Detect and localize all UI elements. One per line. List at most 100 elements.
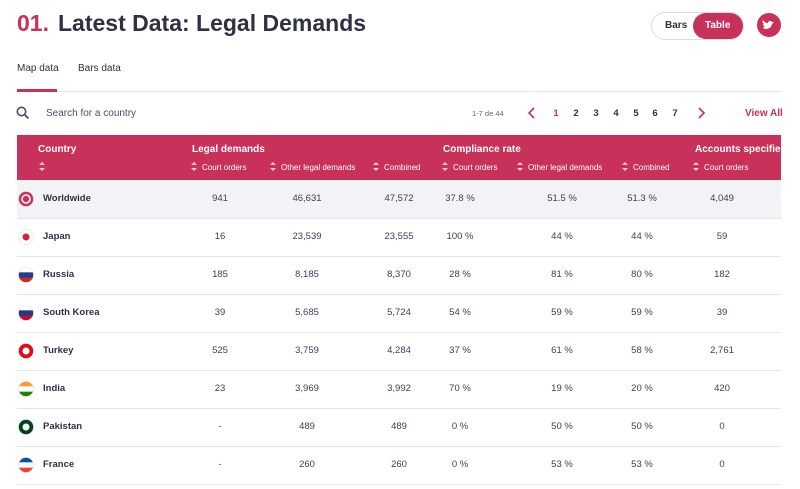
twitter-button[interactable] [757, 13, 781, 37]
table-cell: 58 % [631, 345, 653, 356]
table-cell: 46,631 [292, 193, 322, 204]
table-row[interactable]: Pakistan - 489 489 0 % 50 % 50 % 0 [17, 408, 781, 447]
country-name: Japan [43, 231, 71, 242]
table-cell: 19 % [551, 383, 573, 394]
tab-bars-data[interactable]: Bars data [78, 63, 121, 74]
table-cell: 39 [214, 307, 226, 318]
page-range: 1-7 de 44 [472, 109, 504, 118]
flag-icon [18, 419, 34, 435]
table-cell: 61 % [551, 345, 573, 356]
column-subheader[interactable]: Combined [384, 163, 421, 172]
table-cell: 44 % [551, 231, 573, 242]
table-cell: 37 % [449, 345, 471, 356]
page-number[interactable]: 1 [553, 108, 559, 119]
country-name: France [43, 459, 75, 470]
table-row[interactable]: South Korea 39 5,685 5,724 54 % 59 % 59 % 39 [17, 294, 781, 333]
table-cell: 4,049 [710, 193, 734, 204]
table-cell: 50 % [631, 421, 653, 432]
table-cell: - [218, 421, 222, 432]
table-cell: 3,969 [295, 383, 319, 394]
table-cell: 53 % [631, 459, 653, 470]
table-cell: 50 % [551, 421, 573, 432]
column-subheader[interactable]: Court orders [704, 163, 749, 172]
prev-page[interactable] [527, 107, 537, 119]
table-row[interactable]: Japan 16 23,539 23,555 100 % 44 % 44 % 59 [17, 218, 781, 257]
view-all[interactable]: View All [745, 108, 783, 119]
table-cell: 525 [212, 345, 228, 356]
table-cell: 47,572 [384, 193, 414, 204]
page-number[interactable]: 6 [652, 108, 658, 119]
country-name: Worldwide [43, 193, 91, 204]
table-cell: 100 % [446, 231, 474, 242]
table-row[interactable]: Worldwide 941 46,631 47,572 37.8 % 51.5 % 51.3… [17, 180, 781, 219]
search-icon [16, 106, 30, 120]
toggle-table[interactable]: Table [705, 20, 731, 31]
tab-divider [17, 91, 781, 92]
table-cell: 39 [716, 307, 728, 318]
country-name: Pakistan [43, 421, 83, 432]
table-cell: 260 [391, 459, 407, 470]
page-number[interactable]: 5 [633, 108, 639, 119]
column-subheader[interactable]: Other legal demands [281, 163, 356, 172]
view-toggle: Bars Table [651, 12, 744, 40]
table-cell: 0 % [451, 459, 469, 470]
country-name: Russia [43, 269, 75, 280]
table-cell: 23 [214, 383, 226, 394]
table-row[interactable]: France - 260 260 0 % 53 % 53 % 0 [17, 446, 781, 485]
table-row[interactable]: Turkey 525 3,759 4,284 37 % 61 % 58 % 2,761 [17, 332, 781, 371]
table-cell: 420 [714, 383, 730, 394]
page-number[interactable]: 2 [573, 108, 579, 119]
section-number: 01. [17, 10, 49, 36]
table-row[interactable]: India 23 3,969 3,992 70 % 19 % 20 % 420 [17, 370, 781, 409]
flag-icon [18, 305, 34, 321]
table-cell: 51.5 % [547, 193, 577, 204]
table-cell: 5,724 [387, 307, 411, 318]
flag-icon [18, 381, 34, 397]
table-cell: 59 % [631, 307, 653, 318]
table-row[interactable]: Russia 185 8,185 8,370 28 % 81 % 80 % 182 [17, 256, 781, 295]
table-cell: 28 % [449, 269, 471, 280]
country-name: South Korea [43, 307, 100, 318]
flag-icon [18, 457, 34, 473]
next-page[interactable] [696, 107, 706, 119]
toggle-bars[interactable]: Bars [665, 20, 688, 31]
table-cell: 16 [214, 231, 226, 242]
country-header[interactable]: Country [38, 144, 77, 155]
flag-icon [18, 191, 34, 207]
table-cell: 5,685 [295, 307, 319, 318]
table-cell: 80 % [631, 269, 653, 280]
table-cell: - [218, 459, 222, 470]
page-number[interactable]: 7 [672, 108, 678, 119]
table-cell: 81 % [551, 269, 573, 280]
column-subheader[interactable]: Court orders [453, 163, 498, 172]
table-cell: 0 [719, 459, 725, 470]
table-cell: 23,539 [292, 231, 322, 242]
table-cell: 3,759 [295, 345, 319, 356]
column-subheader[interactable]: Combined [633, 163, 670, 172]
table-cell: 53 % [551, 459, 573, 470]
tab-map-data[interactable]: Map data [17, 63, 59, 74]
column-group-header: Compliance rate [443, 144, 521, 155]
table-cell: 44 % [631, 231, 653, 242]
table-cell: 51.3 % [627, 193, 657, 204]
column-subheader[interactable]: Other legal demands [528, 163, 603, 172]
page-number[interactable]: 3 [593, 108, 599, 119]
table-cell: 941 [212, 193, 228, 204]
table-cell: 182 [714, 269, 730, 280]
column-group-header: Legal demands [192, 144, 265, 155]
table-cell: 20 % [631, 383, 653, 394]
column-subheader[interactable]: Court orders [202, 163, 247, 172]
table-cell: 59 % [551, 307, 573, 318]
table-cell: 23,555 [384, 231, 414, 242]
table-cell: 70 % [449, 383, 471, 394]
table-cell: 0 % [451, 421, 469, 432]
search-input[interactable]: Search for a country [46, 108, 137, 119]
table-header [17, 135, 781, 180]
table-cell: 8,370 [387, 269, 411, 280]
tab-underline [17, 89, 57, 92]
page-number[interactable]: 4 [613, 108, 619, 119]
table-cell: 260 [299, 459, 315, 470]
data-table: Country Legal demands Compliance rate Acco… [17, 135, 781, 489]
country-name: India [43, 383, 66, 394]
